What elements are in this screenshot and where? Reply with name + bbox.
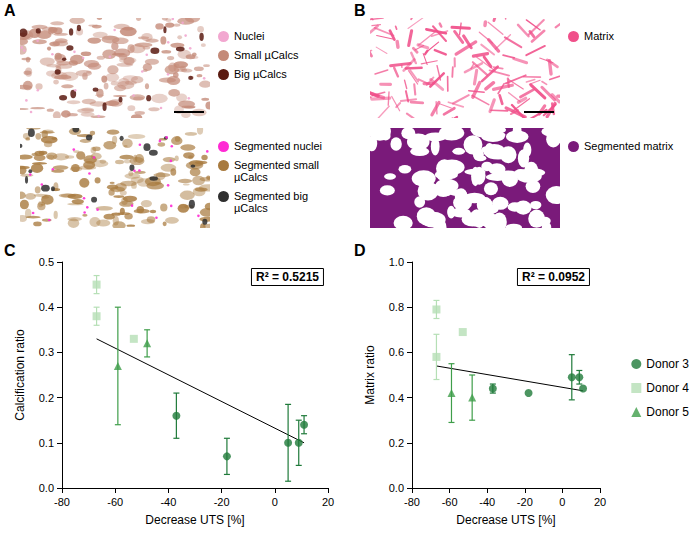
svg-text:Donor 4: Donor 4 [646,381,689,395]
svg-text:-80: -80 [404,496,420,508]
html-text:A: A [4,2,16,19]
svg-text:0.1: 0.1 [39,437,54,449]
svg-text:Matrix ratio: Matrix ratio [363,345,377,405]
svg-text:R² = 0.0952: R² = 0.0952 [522,270,585,284]
html-text:Segmented small µCalcs: Segmented small µCalcs [234,159,319,183]
svg-text:-80: -80 [54,496,70,508]
html-text:B: B [354,2,366,19]
svg-text:1.0: 1.0 [389,256,404,268]
svg-text:Decrease UTS [%]: Decrease UTS [%] [456,513,555,527]
svg-text:D: D [354,242,366,259]
html-text:Segmented big µCalcs: Segmented big µCalcs [234,190,308,214]
svg-text:0.4: 0.4 [389,392,404,404]
html-text:Segmented matrix: Segmented matrix [584,140,674,152]
svg-text:0.8: 0.8 [389,301,404,313]
svg-text:-60: -60 [442,496,458,508]
svg-text:0.6: 0.6 [389,346,404,358]
svg-text:20: 20 [594,496,606,508]
svg-text:0.5: 0.5 [39,256,54,268]
html-text:Big µCalcs: Big µCalcs [234,68,287,80]
svg-text:Donor 3: Donor 3 [646,357,689,371]
svg-text:R² = 0.5215: R² = 0.5215 [256,270,319,284]
svg-text:Calcification ratio: Calcification ratio [13,329,27,421]
svg-text:0: 0 [272,496,278,508]
html-text:Small µCalcs: Small µCalcs [234,49,299,61]
svg-text:0: 0 [559,496,565,508]
svg-text:0.0: 0.0 [389,482,404,494]
svg-text:-20: -20 [517,496,533,508]
html-text:Matrix: Matrix [584,30,614,42]
svg-text:0.0: 0.0 [39,482,54,494]
svg-text:20: 20 [322,496,334,508]
svg-text:-20: -20 [214,496,230,508]
html-text:Segmented nuclei: Segmented nuclei [234,140,323,152]
svg-text:0.2: 0.2 [39,392,54,404]
svg-text:0.3: 0.3 [39,346,54,358]
svg-text:-40: -40 [160,496,176,508]
svg-text:0.2: 0.2 [389,437,404,449]
html-text:Nuclei: Nuclei [234,30,265,42]
svg-text:0.4: 0.4 [39,301,54,313]
svg-text:C: C [4,242,16,259]
svg-text:Decrease UTS [%]: Decrease UTS [%] [145,513,244,527]
svg-text:-40: -40 [479,496,495,508]
svg-text:-60: -60 [107,496,123,508]
svg-text:Donor 5: Donor 5 [646,405,689,419]
